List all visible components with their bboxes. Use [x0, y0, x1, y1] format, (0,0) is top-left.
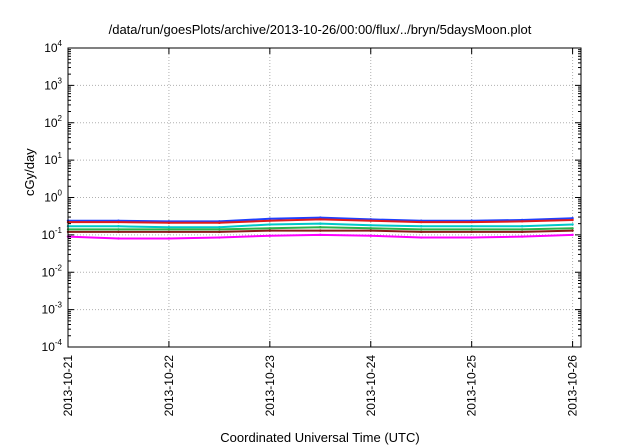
y-tick-base: 10 [42, 265, 56, 279]
series-point [420, 228, 423, 231]
grid-layer [68, 48, 581, 347]
series-layer [66, 216, 574, 240]
series-point [218, 236, 221, 239]
y-tick-exponent: 0 [58, 189, 63, 198]
series-point [369, 219, 372, 222]
series-point [520, 228, 524, 231]
series-point [571, 218, 574, 222]
series-point [268, 219, 272, 222]
series-point [369, 224, 372, 227]
y-tick-exponent: 3 [58, 76, 63, 85]
series-point [319, 216, 322, 219]
series-point [319, 229, 322, 232]
series-point [369, 227, 372, 230]
series-point [268, 217, 272, 220]
series-point [117, 230, 120, 234]
y-tick-exponent: -1 [55, 226, 63, 235]
series-point [420, 225, 423, 228]
series-point [571, 233, 574, 237]
series-point [319, 222, 322, 225]
y-tick-base: 10 [44, 41, 58, 55]
plot-frame [67, 47, 582, 348]
y-tick-label: 10-4 [42, 338, 63, 354]
y-tick-label: 10-3 [42, 301, 63, 317]
series-point [470, 220, 473, 224]
series-point [167, 226, 171, 229]
y-tick-base: 10 [42, 340, 56, 354]
x-tick-label: 2013-10-21 [61, 355, 75, 417]
series-point [117, 228, 120, 231]
y-tick-label: 10-2 [42, 263, 63, 279]
tick-layer: 10-410-310-210-11001011021031042013-10-2… [42, 39, 581, 416]
y-tick-label: 104 [44, 39, 62, 55]
y-tick-label: 102 [44, 114, 62, 130]
series-point [268, 223, 272, 226]
y-tick-label: 10-1 [42, 226, 63, 242]
series-point [470, 236, 473, 239]
series-point [470, 228, 473, 231]
series-point [218, 228, 221, 231]
y-tick-base: 10 [42, 228, 56, 242]
series-point [319, 218, 322, 221]
series-point [470, 225, 473, 228]
series-point [218, 230, 221, 234]
y-tick-exponent: 2 [58, 114, 63, 123]
series-point [571, 216, 574, 220]
series-point [520, 225, 524, 228]
series-point [369, 229, 372, 232]
series-point [571, 223, 574, 226]
series-point [117, 225, 120, 228]
y-tick-base: 10 [44, 191, 58, 205]
series-point [268, 234, 272, 237]
series-point [420, 220, 423, 224]
series-point [319, 233, 322, 237]
y-tick-label: 100 [44, 189, 62, 205]
x-tick-label: 2013-10-24 [364, 355, 378, 417]
x-tick-label: 2013-10-23 [263, 355, 277, 417]
x-tick-label: 2013-10-22 [162, 355, 176, 417]
x-tick-label: 2013-10-26 [566, 355, 580, 417]
series-point [470, 230, 473, 234]
y-tick-exponent: 1 [58, 151, 63, 160]
series-point [369, 234, 372, 237]
y-tick-exponent: -2 [55, 263, 63, 272]
series-point [117, 220, 120, 224]
y-tick-exponent: -3 [55, 301, 63, 310]
x-tick-label: 2013-10-25 [465, 355, 479, 417]
series-point [167, 237, 171, 240]
series-point [268, 229, 272, 232]
series-point [420, 236, 423, 239]
series-point [268, 227, 272, 230]
series-point [319, 226, 322, 229]
y-tick-label: 101 [44, 151, 62, 167]
series-point [218, 226, 221, 229]
series-point [167, 228, 171, 231]
y-tick-label: 103 [44, 76, 62, 92]
series-point [520, 220, 524, 223]
chart-title: /data/run/goesPlots/archive/2013-10-26/0… [108, 22, 532, 37]
series-point [571, 227, 574, 230]
series-point [571, 229, 574, 232]
series-point [218, 221, 221, 225]
y-tick-exponent: -4 [55, 338, 63, 347]
series-point [117, 237, 120, 240]
y-tick-base: 10 [44, 116, 58, 130]
y-tick-base: 10 [42, 303, 56, 317]
x-axis-label: Coordinated Universal Time (UTC) [220, 430, 420, 445]
series-point [520, 235, 524, 238]
series-point [420, 230, 423, 234]
y-tick-exponent: 4 [58, 39, 63, 48]
series-point [167, 230, 171, 234]
y-tick-base: 10 [44, 153, 58, 167]
series-point [167, 221, 171, 225]
y-tick-base: 10 [44, 78, 58, 92]
series-point [520, 230, 524, 234]
